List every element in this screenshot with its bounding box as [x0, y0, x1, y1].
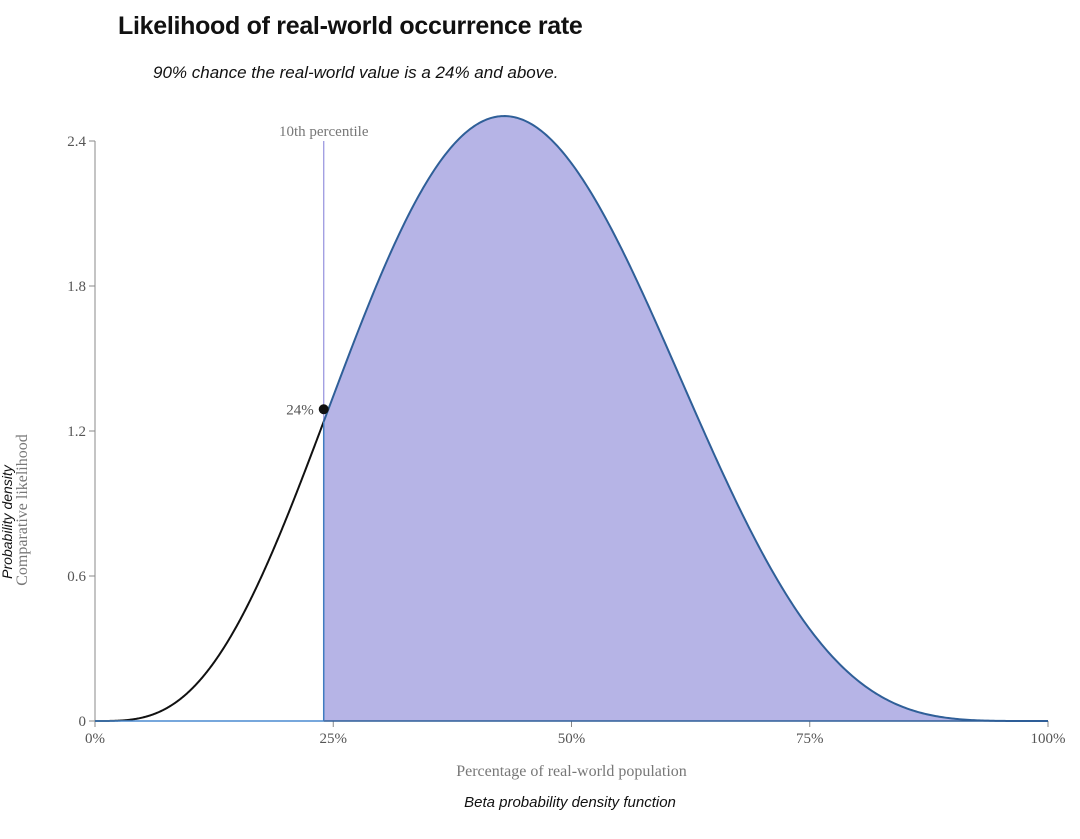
- x-axis-label: Percentage of real-world population: [456, 763, 687, 780]
- chart-title: Likelihood of real-world occurrence rate: [118, 12, 583, 40]
- density-curve-below-percentile: [95, 421, 325, 722]
- y-tick-label: 1.2: [67, 424, 86, 440]
- chart-caption: Beta probability density function: [464, 794, 676, 811]
- y-ticks: 0 0.6 1.2 1.8 2.4: [67, 134, 95, 730]
- y-tick-label: 0.6: [67, 569, 86, 585]
- chart-subtitle: 90% chance the real-world value is a 24%…: [153, 63, 559, 82]
- density-curve-above-percentile: [322, 115, 1048, 722]
- shaded-area-above-percentile: [323, 116, 1049, 722]
- y-axis-label: Comparative likelihood: [14, 434, 31, 586]
- y-axis-secondary-label: Probability density: [0, 464, 15, 579]
- x-tick-label: 50%: [558, 731, 586, 747]
- y-tick-label: 2.4: [67, 134, 86, 150]
- x-tick-label: 100%: [1031, 731, 1066, 747]
- percentile-marker-label: 10th percentile: [279, 124, 369, 140]
- x-ticks: 0% 25% 50% 75% 100%: [85, 721, 1066, 747]
- y-tick-label: 1.8: [67, 279, 86, 295]
- x-tick-label: 25%: [320, 731, 348, 747]
- x-tick-label: 0%: [85, 731, 105, 747]
- y-tick-label: 0: [79, 714, 87, 730]
- x-tick-label: 75%: [796, 731, 824, 747]
- percentile-point-label: 24%: [286, 402, 314, 418]
- percentile-point: [318, 404, 329, 415]
